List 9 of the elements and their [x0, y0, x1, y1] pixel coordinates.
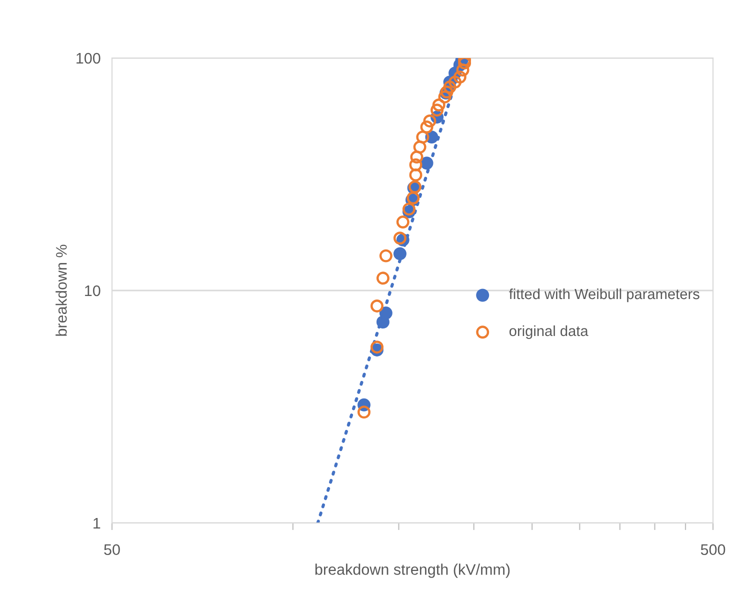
- y-tick-label: 10: [85, 285, 100, 296]
- y-axis-title: breakdown %: [56, 244, 67, 336]
- legend-label: fitted with Weibull parameters: [509, 288, 700, 302]
- y-tick-label: 1: [94, 518, 100, 529]
- x-tick-label: 50: [104, 544, 120, 556]
- y-tick-label: 100: [76, 52, 100, 64]
- x-tick-label: 500: [700, 544, 726, 556]
- x-axis-title: breakdown strength (kV/mm): [315, 564, 510, 578]
- legend-label: original data: [509, 325, 588, 340]
